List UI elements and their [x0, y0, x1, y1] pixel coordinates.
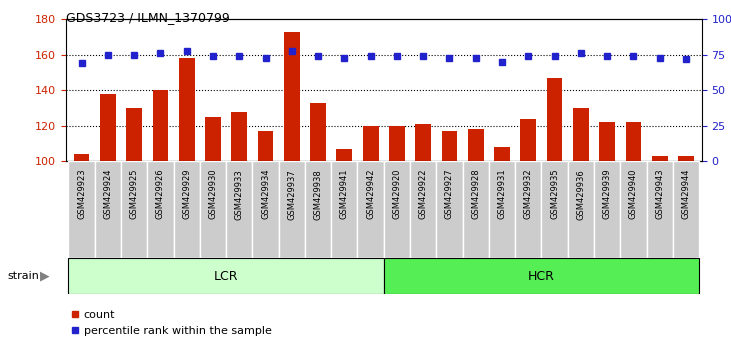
Text: GSM429924: GSM429924	[103, 169, 113, 219]
Bar	[678, 156, 694, 161]
Text: GSM429933: GSM429933	[235, 169, 243, 219]
Bar	[257, 131, 273, 161]
Bar	[568, 161, 594, 258]
Bar	[384, 161, 410, 258]
Text: GSM429931: GSM429931	[498, 169, 507, 219]
Text: GSM429926: GSM429926	[156, 169, 165, 219]
Bar	[547, 78, 562, 161]
Text: GSM429932: GSM429932	[524, 169, 533, 219]
Bar	[363, 126, 379, 161]
Bar	[305, 161, 331, 258]
Bar	[173, 161, 200, 258]
Bar	[626, 122, 641, 161]
Bar	[74, 154, 89, 161]
Text: GSM429943: GSM429943	[655, 169, 664, 219]
Bar	[126, 108, 142, 161]
Bar	[594, 161, 621, 258]
Bar	[226, 161, 252, 258]
Bar	[147, 161, 173, 258]
Bar	[384, 258, 699, 294]
Text: strain: strain	[7, 271, 39, 281]
Bar	[515, 161, 542, 258]
Bar	[310, 103, 326, 161]
Bar	[573, 108, 588, 161]
Legend: count, percentile rank within the sample: count, percentile rank within the sample	[72, 310, 271, 336]
Bar	[621, 161, 647, 258]
Bar	[489, 161, 515, 258]
Text: GSM429920: GSM429920	[393, 169, 401, 219]
Text: LCR: LCR	[214, 270, 238, 282]
Text: GSM429927: GSM429927	[445, 169, 454, 219]
Bar	[436, 161, 463, 258]
Text: GSM429925: GSM429925	[129, 169, 139, 219]
Bar	[673, 161, 699, 258]
Bar	[153, 90, 168, 161]
Bar	[284, 32, 300, 161]
Bar	[336, 149, 352, 161]
Text: GSM429923: GSM429923	[77, 169, 86, 219]
Text: GSM429935: GSM429935	[550, 169, 559, 219]
Text: GSM429936: GSM429936	[576, 169, 586, 219]
Text: GSM429937: GSM429937	[287, 169, 296, 219]
Text: GSM429930: GSM429930	[208, 169, 217, 219]
Bar	[100, 94, 115, 161]
Text: HCR: HCR	[528, 270, 555, 282]
Text: GSM429942: GSM429942	[366, 169, 375, 219]
Bar	[231, 112, 247, 161]
Bar	[69, 161, 95, 258]
Bar	[463, 161, 489, 258]
Text: ▶: ▶	[40, 270, 50, 282]
Bar	[279, 161, 305, 258]
Bar	[468, 129, 484, 161]
Bar	[652, 156, 667, 161]
Bar	[599, 122, 615, 161]
Bar	[95, 161, 121, 258]
Text: GSM429928: GSM429928	[471, 169, 480, 219]
Text: GSM429940: GSM429940	[629, 169, 638, 219]
Bar	[389, 126, 405, 161]
Bar	[252, 161, 279, 258]
Bar	[410, 161, 436, 258]
Bar	[200, 161, 226, 258]
Text: GSM429941: GSM429941	[340, 169, 349, 219]
Text: GDS3723 / ILMN_1370799: GDS3723 / ILMN_1370799	[66, 11, 230, 24]
Text: GSM429934: GSM429934	[261, 169, 270, 219]
Bar	[415, 124, 431, 161]
Text: GSM429938: GSM429938	[314, 169, 322, 219]
Bar	[542, 161, 568, 258]
Bar	[205, 117, 221, 161]
Text: GSM429944: GSM429944	[681, 169, 691, 219]
Bar	[494, 147, 510, 161]
Text: GSM429929: GSM429929	[182, 169, 192, 219]
Bar	[331, 161, 357, 258]
Bar	[647, 161, 673, 258]
Bar	[442, 131, 458, 161]
Bar	[179, 58, 194, 161]
Bar	[121, 161, 147, 258]
Bar	[520, 119, 537, 161]
Bar	[69, 258, 384, 294]
Bar	[357, 161, 384, 258]
Text: GSM429939: GSM429939	[602, 169, 612, 219]
Text: GSM429922: GSM429922	[419, 169, 428, 219]
